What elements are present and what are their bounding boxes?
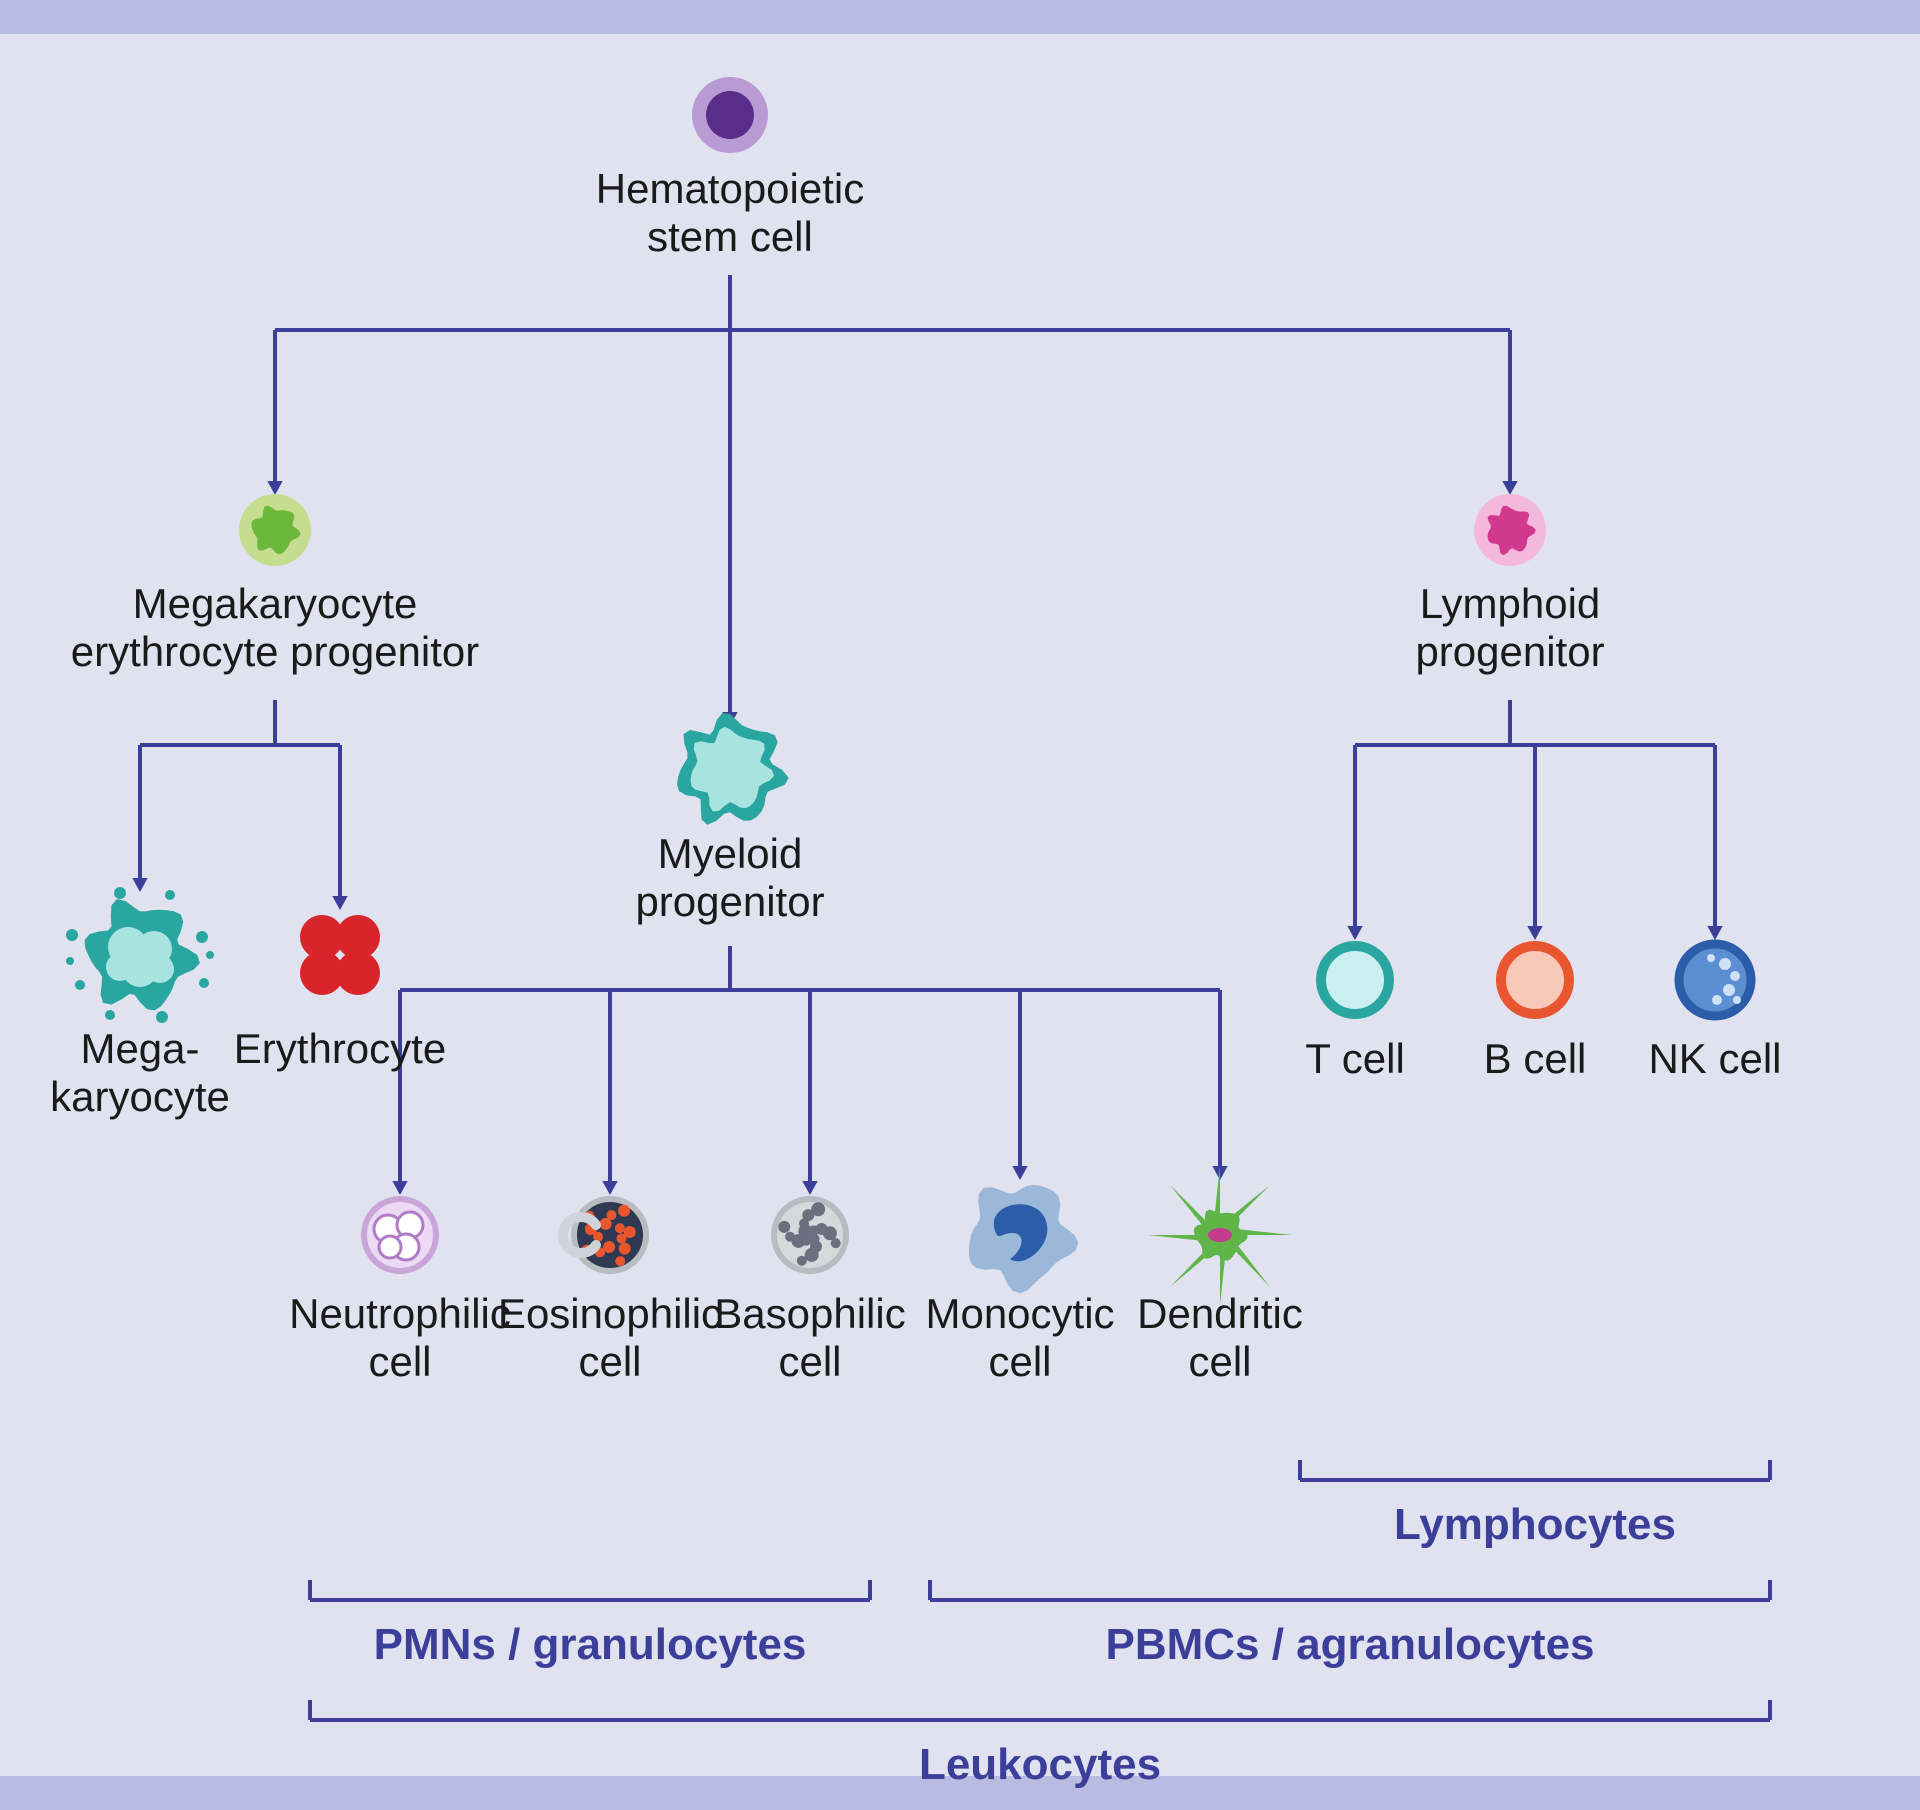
mega-icon [66, 887, 214, 1023]
lymph-icon [1474, 494, 1546, 566]
nkcell-icon [1679, 944, 1751, 1016]
node-label-mono: Monocytic cell [925, 1290, 1114, 1387]
bcell-icon [1501, 946, 1569, 1014]
group-label: Leukocytes [919, 1740, 1161, 1790]
tcell-icon [1321, 946, 1389, 1014]
node-label-mep: Megakaryocyte erythrocyte progenitor [71, 580, 480, 677]
hsc-icon [692, 77, 768, 153]
eosino-icon [563, 1199, 646, 1271]
node-label-nkcell: NK cell [1648, 1035, 1781, 1083]
node-label-ery: Erythrocyte [234, 1025, 446, 1073]
myeloid-icon [677, 713, 789, 825]
node-label-bcell: B cell [1484, 1035, 1587, 1083]
group-label: Lymphocytes [1394, 1500, 1676, 1550]
mono-icon [969, 1185, 1078, 1293]
node-label-dend: Dendritic cell [1137, 1290, 1303, 1387]
node-label-tcell: T cell [1305, 1035, 1405, 1083]
mep-icon [239, 494, 311, 566]
node-label-eosino: Eosinophilic cell [498, 1290, 722, 1387]
node-label-lymph: Lymphoid progenitor [1415, 580, 1604, 677]
baso-icon [774, 1199, 846, 1271]
node-label-mega: Mega- karyocyte [50, 1025, 230, 1122]
node-label-myeloid: Myeloid progenitor [635, 830, 824, 927]
group-label: PBMCs / agranulocytes [1105, 1620, 1594, 1670]
ery-icon [300, 915, 380, 995]
node-label-hsc: Hematopoietic stem cell [596, 165, 864, 262]
group-label: PMNs / granulocytes [374, 1620, 807, 1670]
node-label-neutro: Neutrophilic cell [289, 1290, 511, 1387]
node-label-baso: Basophilic cell [714, 1290, 905, 1387]
neutro-icon [364, 1199, 436, 1271]
dend-icon [1148, 1165, 1292, 1305]
diagram-stage: Lymphocytes PMNs / granulocytes PBMCs / ag… [0, 0, 1920, 1810]
